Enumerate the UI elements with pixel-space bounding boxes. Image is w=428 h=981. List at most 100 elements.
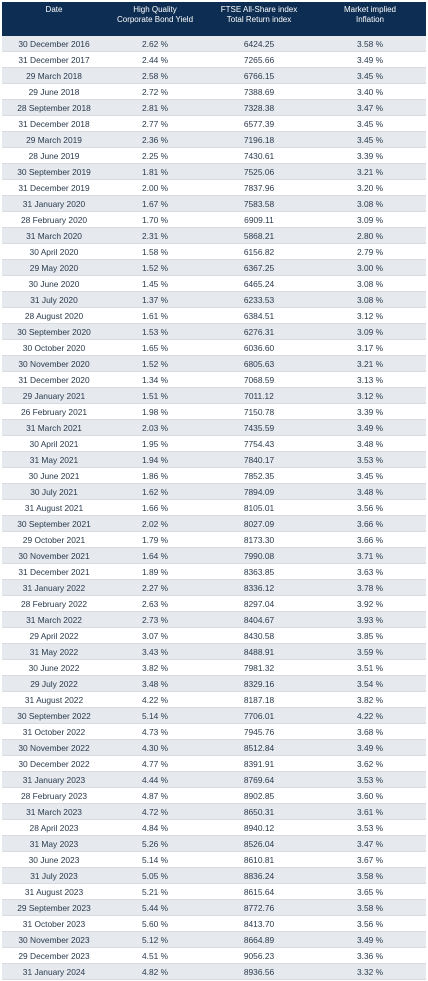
table-cell: 3.08 % (356, 198, 384, 209)
table-cell: 31 December 2019 (18, 182, 90, 193)
table-cell: 3.36 % (356, 950, 384, 961)
table-row: 30 November 2020 1.52 % 6805.63 3.21 % (2, 356, 426, 372)
table-cell: 1.45 % (141, 278, 169, 289)
table-cell: 7583.58 (243, 198, 275, 209)
table-cell: 7430.61 (243, 150, 275, 161)
table-cell: 5.05 % (141, 870, 169, 881)
header-text: High Quality (133, 5, 177, 14)
table-cell: 4.73 % (141, 726, 169, 737)
table-cell: 31 August 2023 (24, 886, 84, 897)
table-cell: 7840.17 (243, 454, 275, 465)
table-cell: 3.32 % (356, 966, 384, 977)
table-row: 31 January 2022 2.27 % 8336.12 3.78 % (2, 580, 426, 596)
table-cell: 30 April 2020 (29, 246, 79, 257)
table-cell: 3.49 % (356, 742, 384, 753)
table-cell: 31 March 2020 (26, 230, 82, 241)
table-cell: 3.58 % (356, 38, 384, 49)
table-cell: 8027.09 (243, 518, 275, 529)
table-cell: 8488.91 (243, 646, 275, 657)
table-cell: 6577.39 (243, 118, 275, 129)
table-cell: 6156.82 (243, 246, 275, 257)
table-cell: 7388.69 (243, 86, 275, 97)
table-cell: 3.68 % (356, 726, 384, 737)
table-cell: 8615.64 (243, 886, 275, 897)
table-cell: 3.92 % (356, 598, 384, 609)
table-cell: 7328.38 (243, 102, 275, 113)
header-cell: Market implied Inflation (314, 2, 426, 36)
header-text: FTSE All-Share index (220, 5, 298, 14)
table-row: 31 July 2023 5.05 % 8836.24 3.58 % (2, 868, 426, 884)
table-row: 30 December 2022 4.77 % 8391.91 3.62 % (2, 756, 426, 772)
table-cell: 29 December 2023 (18, 950, 90, 961)
table-cell: 3.85 % (356, 630, 384, 641)
table-cell: 30 September 2019 (17, 166, 91, 177)
table-row: 30 December 2016 2.62 % 6424.25 3.58 % (2, 36, 426, 52)
table-cell: 3.71 % (356, 550, 384, 561)
table-cell: 2.31 % (141, 230, 169, 241)
table-cell: 31 May 2021 (29, 454, 79, 465)
table-cell: 8940.12 (243, 822, 275, 833)
table-row: 30 June 2023 5.14 % 8610.81 3.67 % (2, 852, 426, 868)
table-cell: 8404.67 (243, 614, 275, 625)
table-cell: 7150.78 (243, 406, 275, 417)
table-row: 31 October 2022 4.73 % 7945.76 3.68 % (2, 724, 426, 740)
table-cell: 1.95 % (141, 438, 169, 449)
table-cell: 8363.85 (243, 566, 275, 577)
table-row: 31 December 2019 2.00 % 7837.96 3.20 % (2, 180, 426, 196)
table-row: 31 March 2023 4.72 % 8650.31 3.61 % (2, 804, 426, 820)
table-row: 31 August 2023 5.21 % 8615.64 3.65 % (2, 884, 426, 900)
table-cell: 28 April 2023 (29, 822, 79, 833)
header-text: Corporate Bond Yield (116, 15, 194, 24)
table-cell: 7196.18 (243, 134, 275, 145)
table-cell: 8430.58 (243, 630, 275, 641)
table-row: 30 September 2022 5.14 % 7706.01 4.22 % (2, 708, 426, 724)
table-cell: 5868.21 (243, 230, 275, 241)
table-cell: 3.48 % (356, 438, 384, 449)
header-cell: Date (2, 2, 106, 36)
table-row: 31 August 2022 4.22 % 8187.18 3.82 % (2, 692, 426, 708)
table-cell: 2.03 % (141, 422, 169, 433)
table-cell: 3.09 % (356, 214, 384, 225)
table-cell: 29 April 2022 (29, 630, 79, 641)
table-row: 31 January 2024 4.82 % 8936.56 3.32 % (2, 964, 426, 980)
table-row: 30 September 2020 1.53 % 6276.31 3.09 % (2, 324, 426, 340)
table-cell: 31 December 2017 (18, 54, 90, 65)
table-cell: 3.53 % (356, 822, 384, 833)
table-cell: 1.65 % (141, 342, 169, 353)
table-row: 31 December 2021 1.89 % 8363.85 3.63 % (2, 564, 426, 580)
table-cell: 1.62 % (141, 486, 169, 497)
table-cell: 28 June 2019 (28, 150, 80, 161)
table-row: 29 January 2021 1.51 % 7011.12 3.12 % (2, 388, 426, 404)
header-text: Market implied (343, 5, 396, 14)
table-cell: 8650.31 (243, 806, 275, 817)
table-cell: 30 September 2021 (17, 518, 91, 529)
table-cell: 8769.64 (243, 774, 275, 785)
table-cell: 1.94 % (141, 454, 169, 465)
table-cell: 3.63 % (356, 566, 384, 577)
table-cell: 8413.70 (243, 918, 275, 929)
table-cell: 5.44 % (141, 902, 169, 913)
table-cell: 1.52 % (141, 358, 169, 369)
table-cell: 5.14 % (141, 710, 169, 721)
table-cell: 31 December 2020 (18, 374, 90, 385)
table-cell: 31 July 2023 (30, 870, 78, 881)
table-cell: 5.21 % (141, 886, 169, 897)
table-cell: 3.21 % (356, 358, 384, 369)
table-row: 28 June 2019 2.25 % 7430.61 3.39 % (2, 148, 426, 164)
table-cell: 2.77 % (141, 118, 169, 129)
table-cell: 8105.01 (243, 502, 275, 513)
table-row: 30 April 2020 1.58 % 6156.82 2.79 % (2, 244, 426, 260)
table-row: 29 July 2022 3.48 % 8329.16 3.54 % (2, 676, 426, 692)
table-row: 28 February 2023 4.87 % 8902.85 3.60 % (2, 788, 426, 804)
table-cell: 8772.76 (243, 902, 275, 913)
table-cell: 3.39 % (356, 406, 384, 417)
table-cell: 28 February 2020 (20, 214, 88, 225)
table-row: 31 December 2018 2.77 % 6577.39 3.45 % (2, 116, 426, 132)
table-cell: 7990.08 (243, 550, 275, 561)
table-cell: 5.12 % (141, 934, 169, 945)
table-row: 29 September 2023 5.44 % 8772.76 3.58 % (2, 900, 426, 916)
table-row: 31 March 2021 2.03 % 7435.59 3.49 % (2, 420, 426, 436)
header-text: Inflation (355, 15, 385, 24)
